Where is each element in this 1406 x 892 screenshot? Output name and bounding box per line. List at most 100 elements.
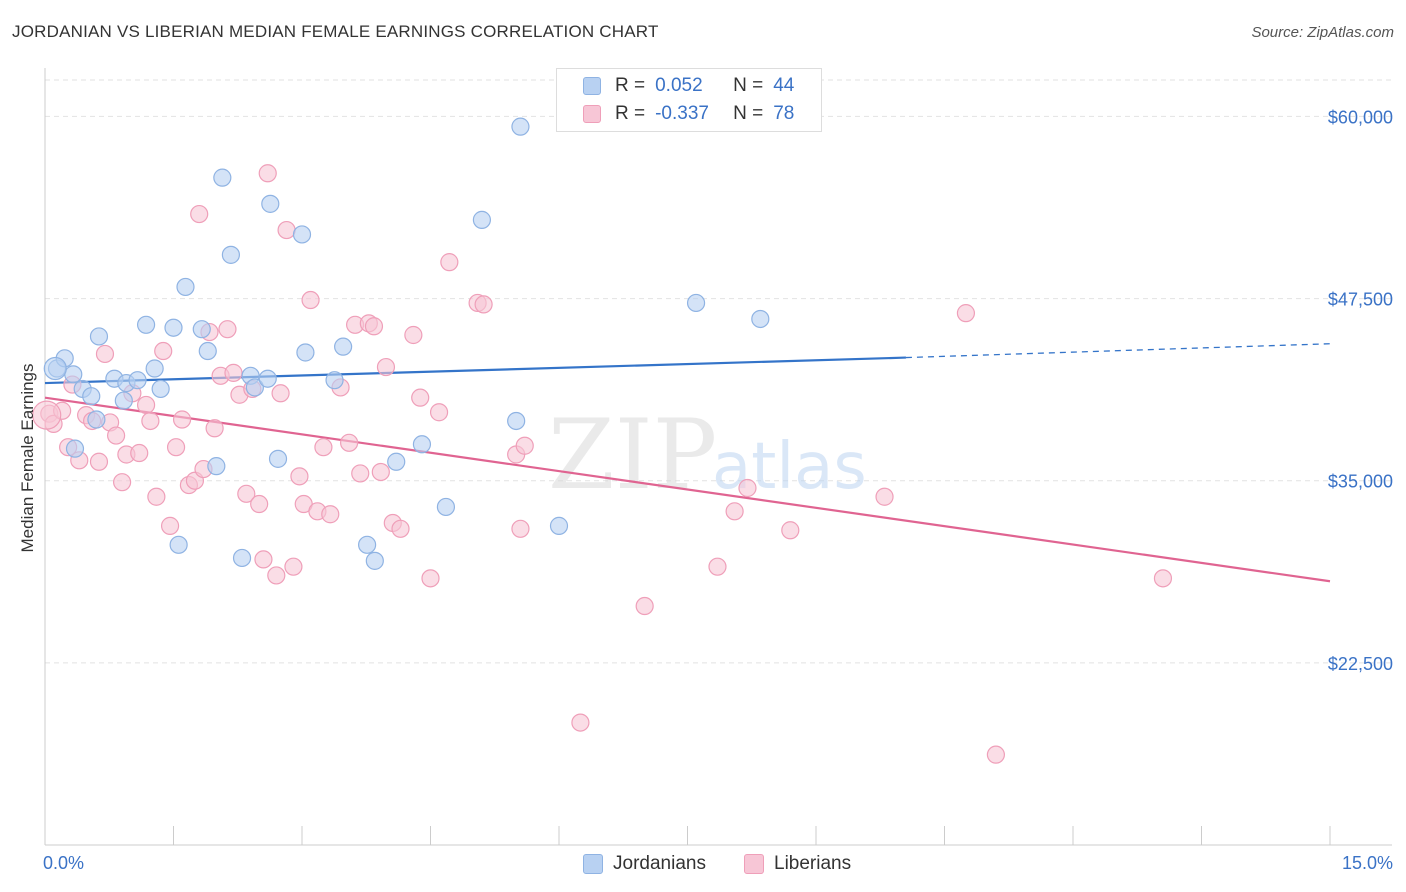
jordanian-point <box>151 379 170 399</box>
jordanian-point <box>43 356 67 381</box>
jordanian-point <box>296 343 315 362</box>
liberian-point <box>1153 569 1173 588</box>
jordanian-point <box>87 410 106 429</box>
liberian-point <box>986 745 1006 764</box>
y-tick-label: $35,000 <box>1328 472 1393 492</box>
jordanian-point <box>292 225 312 244</box>
y-tick-label: $60,000 <box>1328 107 1393 127</box>
x-tick-label: 15.0% <box>1342 853 1393 873</box>
liberian-point <box>205 419 224 438</box>
jordanian-point <box>136 315 156 334</box>
stats-row-liberians: R = -0.337 N = 78 <box>583 101 794 127</box>
jordanian-point <box>65 439 85 458</box>
liberian-point <box>875 487 894 506</box>
jordanian-legend-swatch <box>583 854 603 874</box>
jordanian-trend-extension <box>905 343 1331 359</box>
trend-lines <box>44 343 1331 583</box>
liberian-point <box>254 550 273 569</box>
n-value: 78 <box>773 103 795 124</box>
liberian-point <box>371 462 390 482</box>
jordanian-point <box>472 210 491 229</box>
liberian-point <box>277 220 296 240</box>
legend-item-liberians[interactable]: Liberians <box>744 851 851 877</box>
chart-title: JORDANIAN VS LIBERIAN MEDIAN FEMALE EARN… <box>12 22 659 41</box>
liberian-point <box>411 388 430 407</box>
jordanian-point <box>128 371 147 390</box>
legend-item-jordanians[interactable]: Jordanians <box>583 851 706 877</box>
jordanian-point <box>164 318 183 337</box>
liberian-point <box>314 438 333 457</box>
r-label: R = <box>615 103 646 124</box>
liberian-point <box>136 395 156 415</box>
n-label: N = <box>733 75 764 96</box>
x-tick-label: 0.0% <box>43 853 84 873</box>
liberian-point <box>301 290 320 310</box>
jordanian-point <box>145 359 164 378</box>
liberian-point <box>141 411 160 431</box>
jordanian-point <box>245 378 264 397</box>
liberian-point <box>725 502 744 521</box>
liberian-point <box>474 295 493 314</box>
liberian-legend-swatch <box>744 854 764 874</box>
jordanian-point <box>436 497 456 517</box>
r-value: 0.052 <box>655 75 703 96</box>
liberian-point <box>130 443 149 463</box>
r-value: -0.337 <box>655 103 709 124</box>
liberian-point <box>218 320 237 339</box>
liberian-point <box>738 478 757 498</box>
liberian-point <box>515 436 534 455</box>
liberian-point <box>429 403 449 422</box>
jordanian-point <box>64 365 83 384</box>
liberian-point <box>571 713 590 732</box>
liberian-point <box>107 426 126 445</box>
liberian-point <box>237 484 256 503</box>
jordanian-point <box>268 449 288 468</box>
jordanian-point <box>82 387 101 406</box>
jordanian-point <box>89 327 109 346</box>
jordanian-point <box>114 391 133 410</box>
liberian-point <box>166 438 186 457</box>
stats-legend-box: R = 0.052 N = 44 R = -0.337 N = 78 <box>556 68 822 132</box>
liberian-point <box>224 363 243 382</box>
jordanian-point <box>232 548 252 568</box>
axes <box>44 68 1392 846</box>
liberian-point <box>351 464 370 483</box>
liberian-point <box>708 557 727 576</box>
n-label: N = <box>733 103 764 124</box>
liberian-point <box>956 304 976 323</box>
liberian-point <box>404 325 423 345</box>
liberian-point <box>112 473 132 492</box>
jordanian-point <box>365 551 384 570</box>
legend-label: Liberians <box>774 853 852 874</box>
jordanian-point <box>258 369 277 388</box>
liberian-point <box>172 410 192 429</box>
stats-row-jordanians: R = 0.052 N = 44 <box>583 73 794 99</box>
jordanian-point <box>192 320 211 339</box>
legend-label: Jordanians <box>613 853 706 874</box>
watermark-atlas: atlas <box>712 430 867 504</box>
liberian-point <box>154 341 173 361</box>
liberian-trend-line <box>44 396 1331 583</box>
watermark: ZIP atlas <box>548 399 867 511</box>
axis-labels: Median Female Earnings $22,500 $35,000 $47… <box>18 107 1393 873</box>
liberian-point <box>271 384 290 403</box>
liberian-point <box>32 400 62 430</box>
jordanian-point <box>358 535 377 554</box>
jordanian-point <box>387 452 406 471</box>
jordanian-trend-line <box>44 356 906 385</box>
jordanian-point <box>511 117 530 136</box>
liberian-point <box>511 519 530 538</box>
liberian-point <box>376 357 396 377</box>
watermark-zip: ZIP <box>548 399 717 511</box>
liberian-point <box>321 505 340 524</box>
liberian-point <box>284 557 303 576</box>
liberian-point <box>440 253 459 272</box>
jordanian-point <box>325 371 344 390</box>
jordanian-point <box>176 277 195 297</box>
y-tick-label: $22,500 <box>1328 654 1393 674</box>
liberian-point <box>258 164 277 183</box>
jordanian-swatch <box>583 77 601 95</box>
jordanian-point <box>507 411 526 431</box>
jordanian-point <box>207 457 226 476</box>
y-tick-label: $47,500 <box>1328 290 1393 310</box>
